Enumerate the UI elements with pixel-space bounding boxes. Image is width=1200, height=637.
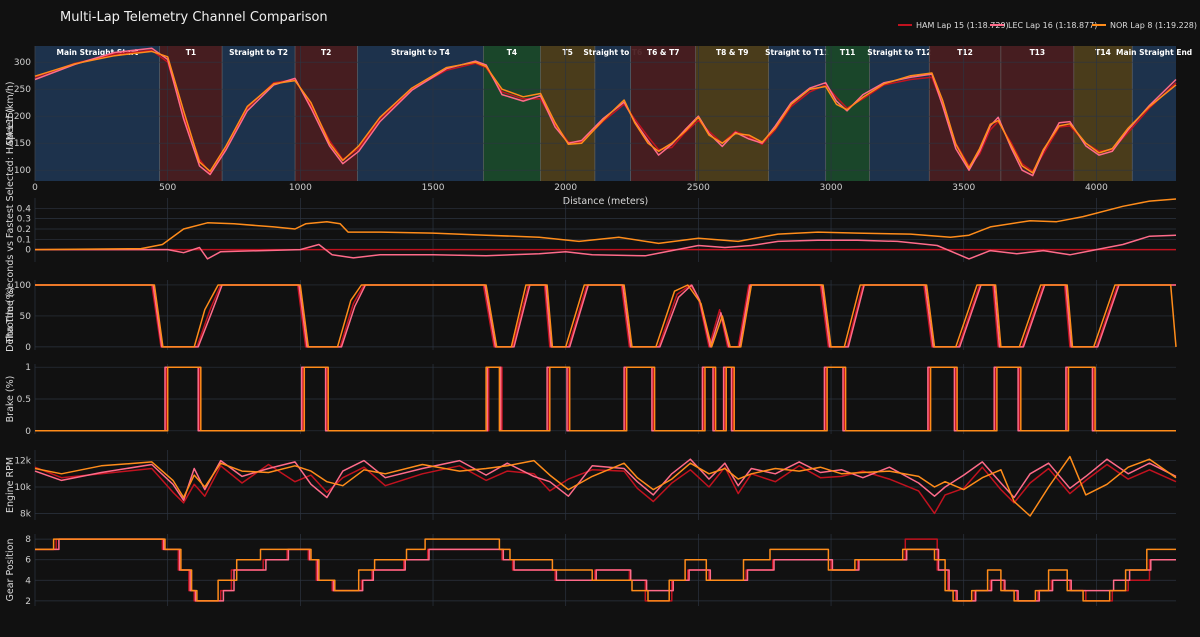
y-tick-label: 200 — [14, 112, 31, 122]
y-tick-label: 2 — [25, 597, 31, 607]
segment-label: Straight to T4 — [391, 48, 450, 57]
gear-line-3 — [35, 538, 1176, 602]
segment-band — [35, 46, 160, 181]
segment-band — [1073, 46, 1133, 181]
segment-label: T6 & T7 — [647, 48, 679, 57]
segment-band — [1132, 46, 1176, 181]
x-tick-label: 3000 — [820, 183, 843, 193]
y-tick-label: 1 — [25, 363, 31, 373]
y-tick-label: 12k — [14, 457, 31, 467]
gear-line-2 — [35, 538, 1176, 602]
y-tick-label: 0 — [25, 343, 31, 353]
segment-label: T8 & T9 — [716, 48, 748, 57]
brake-line-3 — [35, 366, 1176, 432]
segment-label: Main Straight Start — [57, 48, 139, 57]
segment-label: T1 — [186, 48, 196, 57]
segment-band — [869, 46, 930, 181]
rpm-line-1 — [34, 463, 1177, 515]
segment-band — [695, 46, 769, 181]
segment-label: T4 — [507, 48, 517, 57]
speed-panel: Main Straight Start T1 Straight to T2 T2 Str… — [5, 46, 1192, 207]
segment-label: Straight to T11 — [765, 48, 829, 57]
x-tick-label: 2000 — [554, 183, 577, 193]
y-axis-title: Brake (%) — [5, 376, 16, 423]
segment-label: Straight to T2 — [229, 48, 288, 57]
delta-line-3 — [34, 198, 1177, 251]
y-tick-label: 0 — [25, 427, 31, 437]
x-tick-label: 4000 — [1085, 183, 1108, 193]
y-tick-label: 8k — [20, 509, 32, 519]
segment-band — [630, 46, 696, 181]
y-tick-label: 0.3 — [17, 215, 31, 225]
y-tick-label: 0.1 — [17, 235, 31, 245]
rpm-line-3 — [34, 455, 1177, 517]
legend-item: HAM Lap 15 (1:18.729) — [916, 21, 1009, 30]
segment-label: T5 — [563, 48, 573, 57]
x-tick-label: 1500 — [422, 183, 445, 193]
x-axis-title: Distance (meters) — [563, 196, 649, 207]
x-tick-label: 2500 — [687, 183, 710, 193]
y-tick-label: 100 — [14, 281, 31, 291]
y-axis-title: Gear Position — [5, 539, 16, 602]
y-tick-label: 100 — [14, 166, 31, 176]
segment-label: T12 — [957, 48, 973, 57]
y-tick-label: 8 — [25, 535, 31, 545]
segment-label: T2 — [321, 48, 331, 57]
x-tick-label: 500 — [159, 183, 176, 193]
y-tick-label: 0.5 — [17, 395, 31, 405]
y-tick-label: 250 — [14, 85, 31, 95]
throttle-line-3 — [35, 284, 1177, 348]
delta-line-2 — [35, 234, 1177, 260]
segment-band — [1000, 46, 1074, 181]
y-tick-label: 0.2 — [17, 225, 31, 235]
x-tick-label: 3500 — [952, 183, 975, 193]
gear-panel: 2 4 6 8 Gear Position — [5, 534, 1176, 607]
segment-band — [295, 46, 358, 181]
y-tick-label: 0.4 — [17, 204, 32, 214]
y-tick-label: 300 — [14, 58, 31, 68]
legend-item: NOR Lap 8 (1:19.228) — [1110, 21, 1197, 30]
y-tick-label: 150 — [14, 139, 31, 149]
segment-label: Straight to T6 — [583, 48, 642, 57]
legend: HAM Lap 15 (1:18.729) LEC Lap 16 (1:18.87… — [898, 21, 1197, 30]
y-tick-label: 10k — [14, 483, 31, 493]
segment-label: T11 — [840, 48, 856, 57]
speed-line-3 — [34, 50, 1177, 174]
segment-label: T14 — [1095, 48, 1111, 57]
legend-item: LEC Lap 16 (1:18.877) — [1008, 21, 1097, 30]
segment-band — [357, 46, 484, 181]
segment-band — [483, 46, 541, 181]
chart-title: Multi-Lap Telemetry Channel Comparison — [60, 10, 328, 25]
segment-label: Straight to T12 — [867, 48, 931, 57]
rpm-line-2 — [34, 458, 1177, 501]
segment-label: Main Straight End — [1116, 48, 1192, 57]
brake-panel: 0 0.5 1 Brake (%) — [5, 363, 1176, 437]
y-tick-label: 0 — [25, 246, 31, 256]
segment-band — [768, 46, 826, 181]
y-tick-label: 50 — [20, 312, 32, 322]
y-axis-title: Speed (km/h) — [5, 81, 16, 145]
y-tick-label: 6 — [25, 556, 31, 566]
x-tick-label: 1000 — [289, 183, 312, 193]
segment-band — [825, 46, 870, 181]
segment-label: T13 — [1030, 48, 1046, 57]
y-axis-title: Throttle (%) — [5, 287, 16, 345]
segment-band — [222, 46, 296, 181]
y-axis-title: Delta Time (seconds vs Fastest Selected:… — [5, 108, 16, 352]
y-axis-title: Engine RPM — [5, 457, 16, 513]
y-tick-label: 4 — [25, 576, 31, 586]
x-tick-label: 0 — [32, 183, 38, 193]
